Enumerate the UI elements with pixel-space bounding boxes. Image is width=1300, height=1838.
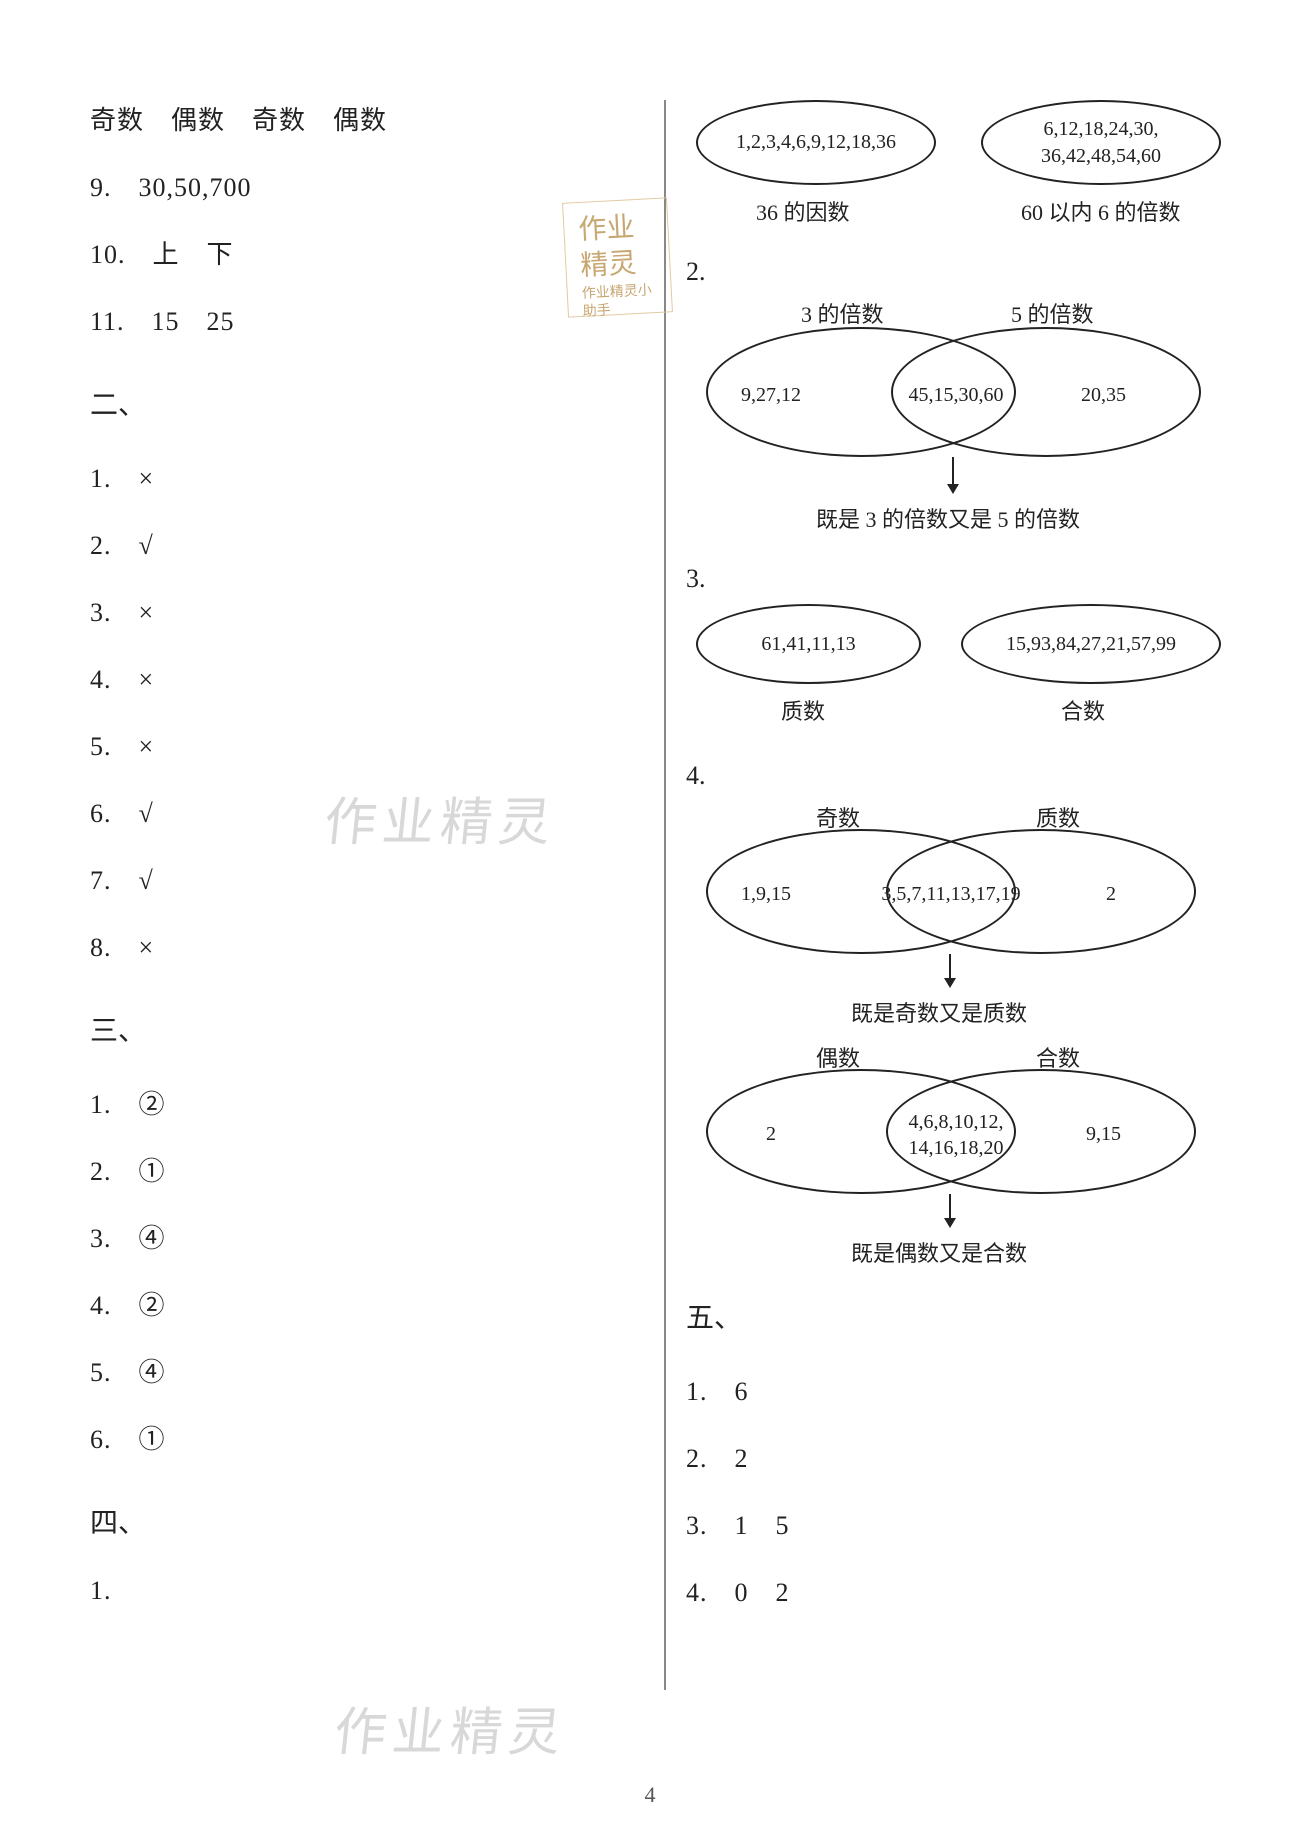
answer-line: 6. ① — [90, 1419, 634, 1456]
answer-line: 1. 6 — [686, 1371, 1230, 1408]
question-number: 3. — [686, 564, 1230, 594]
text-line: 11. 15 25 — [90, 301, 634, 338]
page-content: 奇数 偶数 奇数 偶数 9. 30,50,700 10. 上 下 11. 15 … — [0, 0, 1300, 1740]
venn-intersection-line: 14,16,18,20 — [909, 1137, 1004, 1159]
answer-line: 4. ② — [90, 1285, 634, 1322]
text-line: 10. 上 下 — [90, 234, 634, 271]
venn-caption: 既是 3 的倍数又是 5 的倍数 — [816, 502, 1080, 534]
venn-left-only: 2 — [766, 1121, 776, 1147]
section-heading-2: 二、 — [90, 383, 634, 423]
venn-title: 3 的倍数 — [801, 297, 884, 329]
answer-line: 2. √ — [90, 525, 634, 562]
answer-line: 8. × — [90, 927, 634, 964]
answer-line: 1. ② — [90, 1084, 634, 1121]
diagram-2-venn: 3 的倍数 5 的倍数 9,27,12 45,15,30,60 20,35 既是… — [686, 297, 1230, 537]
venn-right-only: 20,35 — [1081, 382, 1126, 408]
page-number: 4 — [645, 1782, 656, 1808]
answer-line: 4. 0 2 — [686, 1572, 1230, 1609]
answer-line: 1. — [90, 1576, 634, 1606]
text-line: 9. 30,50,700 — [90, 167, 634, 204]
section-heading-3: 三、 — [90, 1009, 634, 1049]
ellipse: 61,41,11,13 — [696, 604, 921, 684]
venn-left-only: 1,9,15 — [741, 881, 791, 907]
answer-line: 2. ① — [90, 1151, 634, 1188]
section-heading-5: 五、 — [686, 1296, 1230, 1336]
answer-line: 5. ④ — [90, 1352, 634, 1389]
answer-line: 2. 2 — [686, 1438, 1230, 1475]
answer-line: 1. × — [90, 458, 634, 495]
arrow-down-icon — [949, 954, 951, 986]
venn-right-only: 2 — [1106, 881, 1116, 907]
venn-intersection: 4,6,8,10,12, 14,16,18,20 — [896, 1109, 1016, 1161]
question-number: 4. — [686, 761, 1230, 791]
venn-right-only: 9,15 — [1086, 1121, 1121, 1147]
section-heading-4: 四、 — [90, 1501, 634, 1541]
venn-intersection-line: 4,6,8,10,12, — [909, 1111, 1004, 1133]
answer-line: 5. × — [90, 726, 634, 763]
ellipse-text: 36,42,48,54,60 — [1041, 143, 1161, 170]
ellipse-text: 6,12,18,24,30, — [1044, 116, 1159, 143]
venn-intersection: 45,15,30,60 — [896, 382, 1016, 408]
left-column: 奇数 偶数 奇数 偶数 9. 30,50,700 10. 上 下 11. 15 … — [90, 100, 664, 1690]
ellipse-text: 15,93,84,27,21,57,99 — [1006, 631, 1176, 658]
ellipse: 1,2,3,4,6,9,12,18,36 — [696, 100, 936, 185]
ellipse: 6,12,18,24,30, 36,42,48,54,60 — [981, 100, 1221, 185]
diagram-4a-venn: 奇数 质数 1,9,15 3,5,7,11,13,17,19 2 既是奇数又是质… — [686, 801, 1230, 1026]
diagram-3: 61,41,11,13 15,93,84,27,21,57,99 质数 合数 — [686, 604, 1230, 734]
venn-caption: 既是偶数又是合数 — [851, 1236, 1027, 1268]
answer-line: 3. 1 5 — [686, 1505, 1230, 1542]
arrow-down-icon — [952, 457, 954, 492]
answer-line: 7. √ — [90, 860, 634, 897]
venn-left-only: 9,27,12 — [741, 382, 801, 408]
diagram-label: 合数 — [1061, 694, 1105, 726]
right-column: 1,2,3,4,6,9,12,18,36 6,12,18,24,30, 36,4… — [666, 100, 1230, 1690]
text-line: 奇数 偶数 奇数 偶数 — [90, 100, 634, 137]
ellipse-text: 1,2,3,4,6,9,12,18,36 — [736, 129, 896, 156]
answer-line: 6. √ — [90, 793, 634, 830]
venn-title: 5 的倍数 — [1011, 297, 1094, 329]
diagram-4b-venn: 偶数 合数 2 4,6,8,10,12, 14,16,18,20 9,15 既是… — [686, 1041, 1230, 1266]
venn-intersection: 3,5,7,11,13,17,19 — [871, 881, 1031, 907]
answer-line: 4. × — [90, 659, 634, 696]
diagram-label: 60 以内 6 的倍数 — [1021, 195, 1181, 227]
question-number: 2. — [686, 257, 1230, 287]
diagram-label: 36 的因数 — [756, 195, 850, 227]
arrow-down-icon — [949, 1194, 951, 1226]
venn-caption: 既是奇数又是质数 — [851, 996, 1027, 1028]
answer-line: 3. × — [90, 592, 634, 629]
ellipse-text: 61,41,11,13 — [761, 631, 855, 658]
diagram-label: 质数 — [781, 694, 825, 726]
ellipse: 15,93,84,27,21,57,99 — [961, 604, 1221, 684]
diagram-1: 1,2,3,4,6,9,12,18,36 6,12,18,24,30, 36,4… — [686, 100, 1230, 230]
answer-line: 3. ④ — [90, 1218, 634, 1255]
